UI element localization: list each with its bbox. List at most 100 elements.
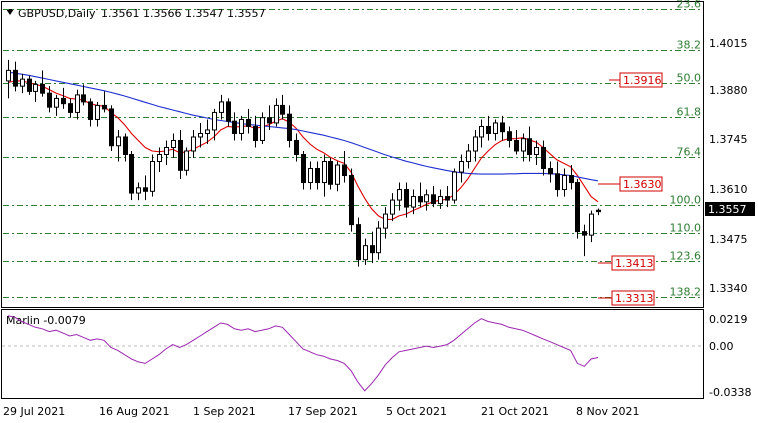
fib-level-label: 100.0: [670, 194, 702, 207]
candle-body: [33, 83, 38, 92]
oscillator-title: Marlin -0.0079: [6, 314, 86, 327]
candle-body: [40, 83, 45, 94]
candle-body: [54, 97, 59, 108]
candle-body: [411, 196, 416, 208]
symbol-label: GBPUSD,Daily: [18, 7, 96, 20]
candle-body: [205, 129, 210, 134]
candle-body: [596, 209, 601, 213]
candle-body: [356, 224, 361, 261]
date-axis: 29 Jul 2021 16 Aug 2021 1 Sep 2021 17 Se…: [3, 405, 639, 418]
candle-body: [61, 97, 66, 105]
date-tick: 1 Sep 2021: [193, 405, 256, 418]
candle-body: [493, 122, 498, 134]
current-price-label: 1.3557: [708, 203, 747, 216]
candle-body: [486, 125, 491, 134]
price-tag-label: 1.3916: [623, 74, 662, 87]
candle-body: [27, 78, 32, 92]
candle-body: [123, 136, 128, 156]
candle-body: [136, 187, 141, 194]
price-tag-box: [619, 176, 663, 192]
price-tick: 1.3340: [709, 282, 748, 295]
candle-body: [294, 139, 299, 155]
candle-body: [95, 104, 100, 120]
candle-body: [13, 69, 18, 87]
candle-body: [459, 161, 464, 173]
fib-level-label: 76.4: [677, 146, 702, 159]
candle-body: [267, 117, 272, 124]
oscillator-pane-frame: [1, 309, 704, 399]
oscillator-tick: 0.0219: [709, 313, 748, 326]
candle-body: [150, 161, 155, 192]
price-tag-box: [611, 255, 655, 271]
candle-body: [452, 171, 457, 201]
fibonacci-levels: 23.6 38.2 50.0 61.8 76.4 100.0 110.0 123.6 138.2: [3, 0, 703, 299]
date-tick: 17 Sep 2021: [288, 405, 358, 418]
candle-body: [287, 113, 292, 141]
candle-body: [514, 139, 519, 152]
candle-body: [212, 111, 217, 131]
candle-body: [102, 104, 107, 110]
ma-slow-line: [7, 71, 599, 182]
candle-body: [418, 196, 423, 203]
candle-body: [88, 101, 93, 120]
candle-body: [370, 245, 375, 254]
candle-body: [315, 168, 320, 184]
oscillator-line: [7, 315, 599, 392]
candle-body: [569, 175, 574, 184]
candle-body: [260, 117, 265, 141]
candle-body: [383, 213, 388, 229]
price-tag-box: [619, 72, 663, 88]
date-tick: 29 Jul 2021: [3, 405, 65, 418]
candle-body: [473, 136, 478, 152]
candle-body: [438, 196, 443, 205]
price-tag-label: 1.3413: [615, 257, 654, 270]
candle-body: [589, 213, 594, 236]
candle-body: [466, 150, 471, 163]
candle-body: [219, 101, 224, 113]
candle-body: [232, 120, 237, 134]
candle-body: [191, 136, 196, 152]
candle-body: [274, 104, 279, 124]
candle-body: [308, 168, 313, 184]
fib-level-label: 23.6: [677, 0, 702, 11]
candle-body: [47, 92, 52, 108]
oscillator-tick: -0.0338: [709, 386, 751, 399]
candle-body: [527, 138, 532, 155]
date-tick: 21 Oct 2021: [481, 405, 549, 418]
fib-level-label: 123.6: [670, 250, 702, 263]
dropdown-triangle-icon[interactable]: [6, 9, 14, 15]
candle-body: [390, 199, 395, 215]
candle-body: [431, 194, 436, 205]
candle-body: [75, 94, 80, 113]
candle-body: [548, 168, 553, 175]
fib-level-label: 138.2: [670, 286, 702, 299]
date-tick: 8 Nov 2021: [576, 405, 639, 418]
candle-body: [246, 118, 251, 127]
candle-body: [445, 196, 450, 201]
candle-body: [6, 69, 11, 82]
current-price-box: [705, 202, 755, 216]
price-tick: 1.3745: [709, 133, 748, 146]
candle-body: [129, 154, 134, 194]
candle-body: [157, 154, 162, 163]
candle-body: [198, 132, 203, 138]
candle-body: [534, 146, 539, 156]
candle-body: [500, 122, 505, 133]
candle-body: [521, 138, 526, 152]
fib-level-label: 61.8: [677, 106, 702, 119]
candle-body: [280, 104, 285, 115]
price-tick: 1.3610: [709, 183, 748, 196]
candle-body: [81, 94, 86, 103]
date-tick: 5 Oct 2021: [386, 405, 447, 418]
candle-body: [342, 164, 347, 177]
candle-body: [575, 182, 580, 233]
candle-body: [68, 103, 73, 113]
candlesticks: [6, 59, 601, 267]
candle-body: [184, 150, 189, 171]
candle-body: [335, 164, 340, 185]
fib-level-label: 110.0: [670, 222, 702, 235]
fib-level-label: 50.0: [677, 72, 702, 85]
price-tag-label: 1.3630: [623, 178, 662, 191]
price-tick: 1.3880: [709, 84, 748, 97]
